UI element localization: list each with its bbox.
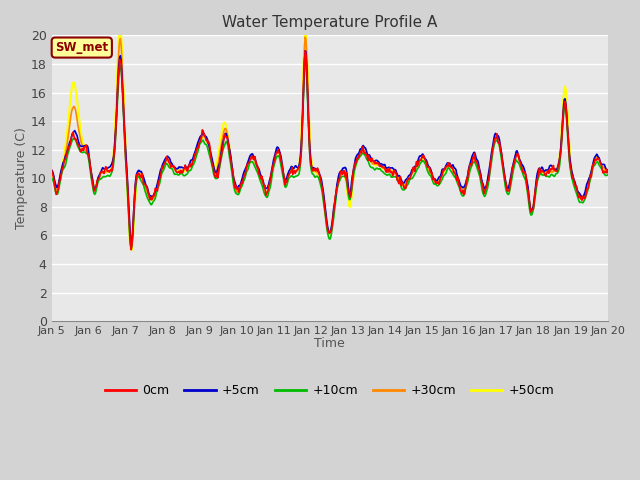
- +10cm: [47, 176, 55, 181]
- 0cm: [115, 69, 123, 75]
- 0cm: [172, 168, 180, 174]
- X-axis label: Time: Time: [314, 337, 345, 350]
- Line: +5cm: +5cm: [51, 51, 607, 244]
- +5cm: [301, 48, 309, 54]
- +10cm: [604, 172, 611, 178]
- +30cm: [301, 34, 309, 40]
- 0cm: [415, 159, 422, 165]
- +30cm: [202, 133, 209, 139]
- +30cm: [115, 48, 123, 54]
- 0cm: [399, 180, 406, 185]
- +10cm: [301, 60, 309, 66]
- +5cm: [202, 133, 209, 139]
- +5cm: [415, 155, 422, 160]
- +10cm: [58, 171, 65, 177]
- Line: 0cm: 0cm: [51, 51, 607, 250]
- +50cm: [58, 167, 65, 172]
- +50cm: [115, 34, 123, 39]
- +30cm: [172, 168, 180, 174]
- Line: +30cm: +30cm: [51, 37, 607, 246]
- +30cm: [399, 183, 406, 189]
- Line: +10cm: +10cm: [51, 63, 607, 249]
- +5cm: [47, 168, 55, 174]
- Text: SW_met: SW_met: [55, 41, 108, 54]
- 0cm: [301, 48, 309, 54]
- +30cm: [415, 157, 422, 163]
- 0cm: [127, 247, 135, 252]
- +5cm: [115, 62, 123, 68]
- +50cm: [47, 171, 55, 177]
- 0cm: [604, 170, 611, 176]
- +50cm: [399, 182, 406, 188]
- +50cm: [116, 33, 124, 38]
- +30cm: [47, 168, 55, 174]
- +50cm: [202, 135, 210, 141]
- +30cm: [604, 169, 611, 175]
- +50cm: [604, 168, 611, 174]
- 0cm: [47, 167, 55, 173]
- +10cm: [399, 187, 406, 192]
- +10cm: [415, 164, 422, 170]
- +5cm: [127, 241, 135, 247]
- +10cm: [127, 246, 135, 252]
- Legend: 0cm, +5cm, +10cm, +30cm, +50cm: 0cm, +5cm, +10cm, +30cm, +50cm: [100, 379, 559, 402]
- +30cm: [58, 168, 65, 174]
- Line: +50cm: +50cm: [51, 36, 607, 250]
- +50cm: [127, 247, 135, 252]
- +5cm: [604, 167, 611, 173]
- +5cm: [172, 166, 180, 172]
- 0cm: [58, 170, 65, 176]
- Y-axis label: Temperature (C): Temperature (C): [15, 127, 28, 229]
- +50cm: [415, 159, 422, 165]
- +5cm: [399, 179, 406, 185]
- +5cm: [58, 166, 65, 171]
- Title: Water Temperature Profile A: Water Temperature Profile A: [222, 15, 437, 30]
- +10cm: [115, 73, 123, 79]
- +50cm: [173, 167, 180, 173]
- 0cm: [202, 135, 209, 141]
- +30cm: [127, 243, 135, 249]
- +10cm: [172, 171, 180, 177]
- +10cm: [202, 142, 209, 147]
